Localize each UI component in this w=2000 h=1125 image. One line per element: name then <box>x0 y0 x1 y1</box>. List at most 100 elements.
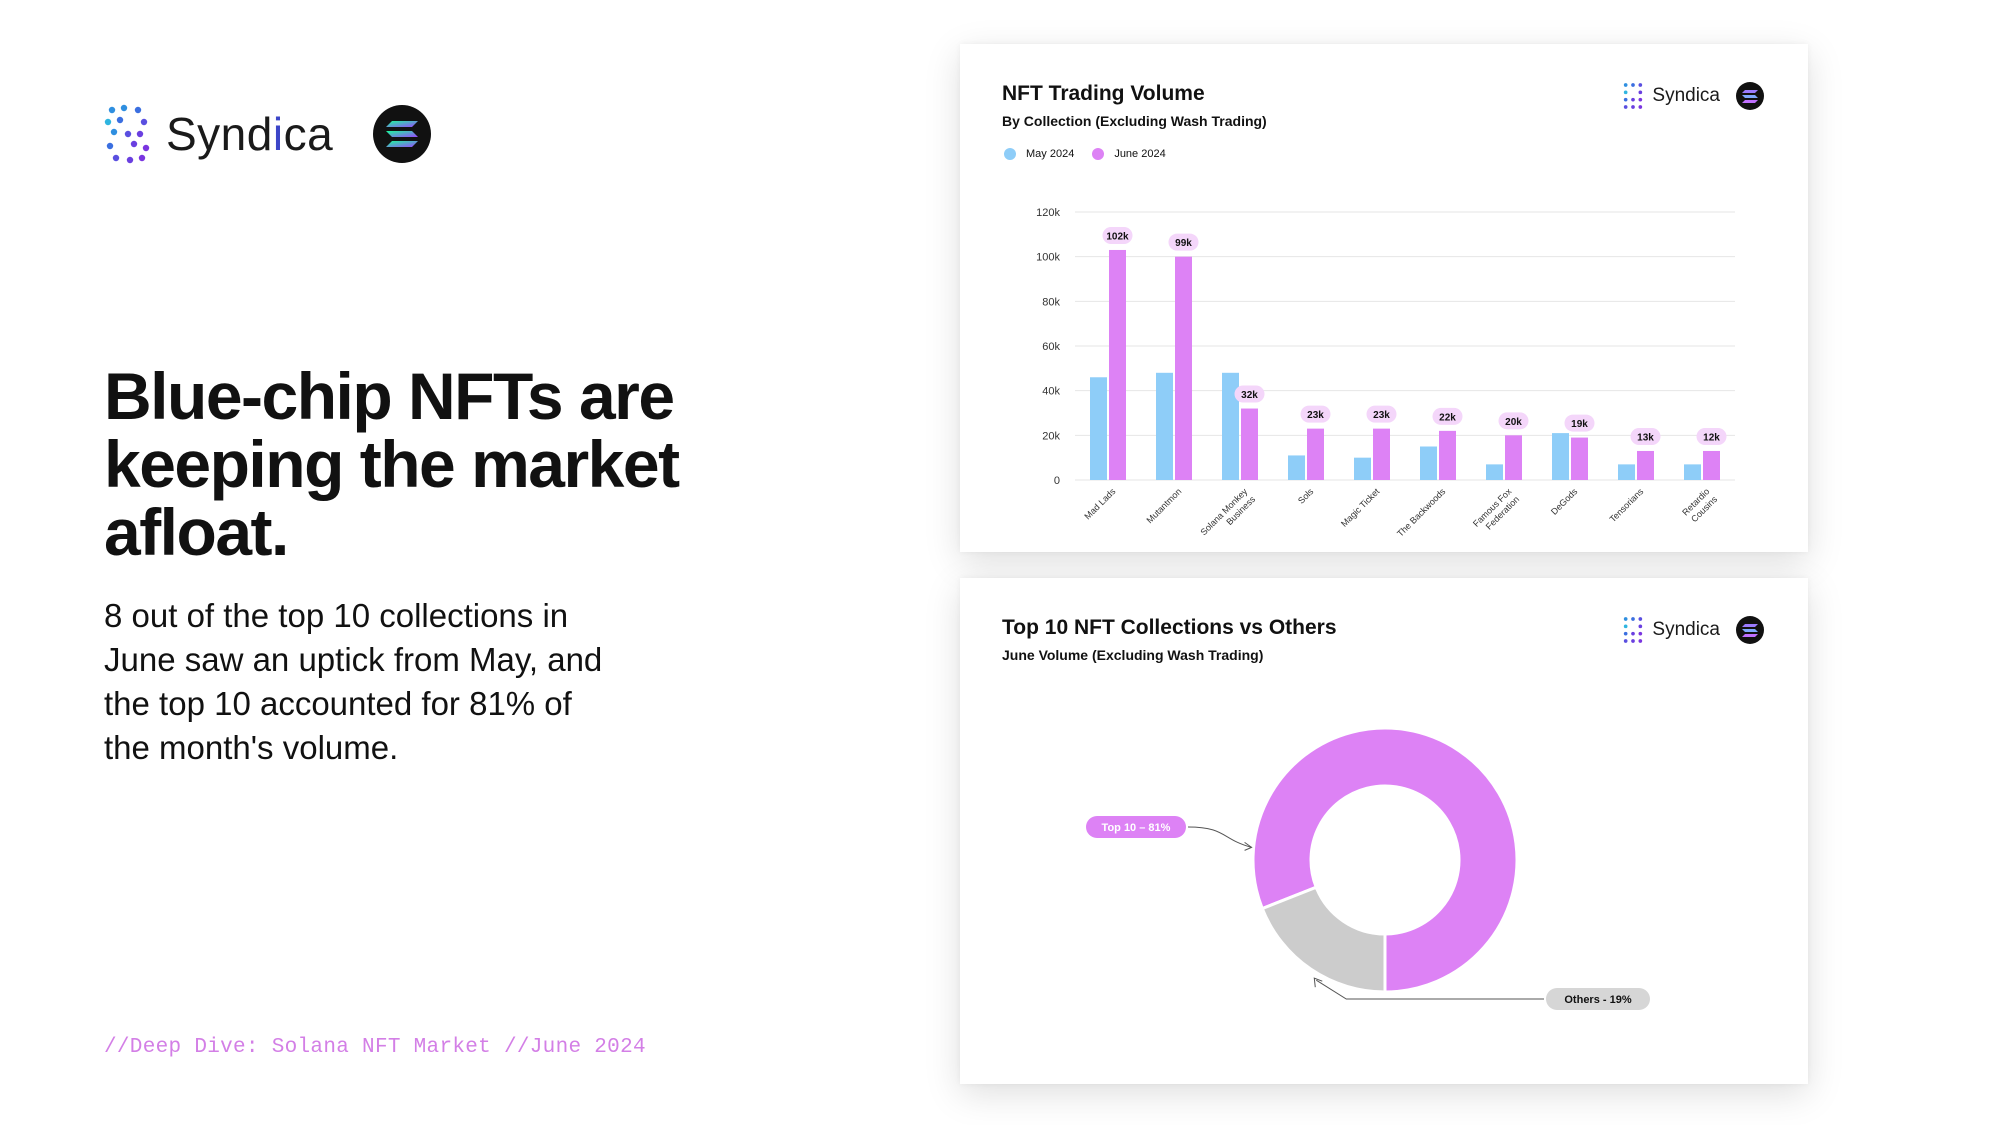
callout-arrow <box>1244 841 1253 851</box>
data-label-bg <box>1366 405 1397 423</box>
bar-chart-card: NFT Trading Volume By Collection (Exclud… <box>960 44 1808 552</box>
x-tick-label-line: Mad Lads <box>1082 486 1117 521</box>
bar-chart-subtitle: By Collection (Excluding Wash Trading) <box>1002 113 1267 129</box>
bar-may <box>1156 372 1173 480</box>
bar-may <box>1090 377 1107 480</box>
data-label-bg <box>1630 427 1661 445</box>
data-label-bg <box>1102 226 1133 244</box>
others-label-bg <box>1546 988 1650 1010</box>
data-label-bg <box>1168 233 1199 251</box>
data-label-bg <box>1498 412 1529 430</box>
bar-june <box>1241 408 1258 480</box>
donut-slice-top10 <box>1251 726 1519 994</box>
bar-may <box>1420 446 1437 480</box>
others-label: Others - 19% <box>1564 994 1631 1006</box>
y-tick-label: 20k <box>1042 430 1060 442</box>
bar-chart: 0 20k 40k 60k 80k 100k 120k 102k Mad Lads 99k Muta… <box>1036 207 1735 539</box>
callout-arrow <box>1313 977 1323 988</box>
y-tick-label: 60k <box>1042 341 1060 353</box>
x-tick-label-line: Magic Ticket <box>1339 486 1382 529</box>
data-label: 22k <box>1439 412 1456 423</box>
bar-may <box>1354 457 1371 480</box>
bar-may <box>1486 464 1503 480</box>
data-label: 20k <box>1505 417 1522 428</box>
y-tick-label: 40k <box>1042 386 1060 398</box>
x-tick-label: Sols <box>1296 486 1316 506</box>
callout-line <box>1316 979 1544 1000</box>
data-label: 23k <box>1307 410 1324 421</box>
legend-item-june: June 2024 <box>1092 148 1166 160</box>
bar-june <box>1307 428 1324 480</box>
solana-icon <box>1736 82 1764 110</box>
subtext: 8 out of the top 10 collections in June … <box>104 597 603 766</box>
data-label: 102k <box>1106 231 1129 242</box>
data-label: 13k <box>1637 432 1654 443</box>
card-brand-name: Syndica <box>1652 85 1720 106</box>
syndica-logo-icon <box>1624 617 1643 643</box>
x-tick-label: Mad Lads <box>1082 486 1117 521</box>
data-label-bg <box>1234 385 1265 403</box>
data-label: 19k <box>1571 419 1588 430</box>
x-tick-label-line: DeGods <box>1549 486 1580 517</box>
bar-june <box>1175 256 1192 480</box>
bar-may <box>1552 433 1569 480</box>
syndica-logo-icon <box>104 104 150 164</box>
bar-june <box>1505 435 1522 480</box>
bar-june <box>1571 437 1588 480</box>
x-tick-label: Tensorians <box>1608 486 1646 524</box>
chart-legend: May 2024 June 2024 <box>1004 148 1184 160</box>
footer-caption: //Deep Dive: Solana NFT Market //June 20… <box>104 1036 646 1059</box>
x-tick-label-line: Tensorians <box>1608 486 1646 524</box>
data-label: 32k <box>1241 390 1258 401</box>
y-tick-label: 80k <box>1042 296 1060 308</box>
bar-june <box>1703 450 1720 480</box>
x-tick-label: DeGods <box>1549 486 1580 517</box>
bar-june <box>1373 428 1390 480</box>
top10-label-bg <box>1086 816 1186 838</box>
data-label: 23k <box>1373 410 1390 421</box>
y-tick-label: 100k <box>1036 252 1060 264</box>
bar-june <box>1439 430 1456 480</box>
bar-june <box>1637 450 1654 480</box>
x-tick-label: Mutantmon <box>1145 486 1184 525</box>
x-tick-label: Magic Ticket <box>1339 486 1382 529</box>
donut-chart-subtitle: June Volume (Excluding Wash Trading) <box>1002 647 1264 663</box>
bar-may <box>1288 455 1305 480</box>
bar-may <box>1618 464 1635 480</box>
solana-icon <box>373 105 432 163</box>
data-label: 12k <box>1703 432 1720 443</box>
data-label-bg <box>1432 407 1463 425</box>
data-label-bg <box>1564 414 1595 432</box>
donut-chart-card: Top 10 NFT Collections vs Others June Vo… <box>960 578 1808 1084</box>
callout-line <box>1187 826 1252 848</box>
y-tick-label: 0 <box>1054 475 1060 487</box>
data-label-bg <box>1696 427 1727 445</box>
data-label-bg <box>1300 405 1331 423</box>
bar-may <box>1684 464 1701 480</box>
card-brand: Syndica <box>1622 82 1764 110</box>
solana-icon <box>1736 616 1764 644</box>
x-tick-label-line: Mutantmon <box>1145 486 1184 525</box>
brand-name: Syndica <box>166 108 334 160</box>
top10-label: Top 10 – 81% <box>1102 822 1171 834</box>
bar-may <box>1222 372 1239 480</box>
donut-chart-title: Top 10 NFT Collections vs Others <box>1002 616 1337 639</box>
card-brand: Syndica <box>1622 616 1764 644</box>
syndica-logo-icon <box>1624 83 1643 109</box>
y-tick-label: 120k <box>1036 207 1060 219</box>
x-tick-label: The Backwoods <box>1395 486 1448 539</box>
donut-slice-others <box>1260 885 1387 994</box>
brand-logo: Syndica <box>104 100 432 168</box>
x-tick-label-line: The Backwoods <box>1395 486 1448 539</box>
bar-june <box>1109 249 1126 480</box>
card-brand-name: Syndica <box>1652 619 1720 640</box>
bar-chart-title: NFT Trading Volume <box>1002 82 1205 105</box>
donut-chart: Top 10 – 81% Others - 19% <box>1086 726 1650 1010</box>
data-label: 99k <box>1175 238 1192 249</box>
headline: Blue-chip NFTs are keeping the market af… <box>104 359 680 569</box>
legend-item-may: May 2024 <box>1004 148 1074 160</box>
x-tick-label-line: Sols <box>1296 486 1316 506</box>
